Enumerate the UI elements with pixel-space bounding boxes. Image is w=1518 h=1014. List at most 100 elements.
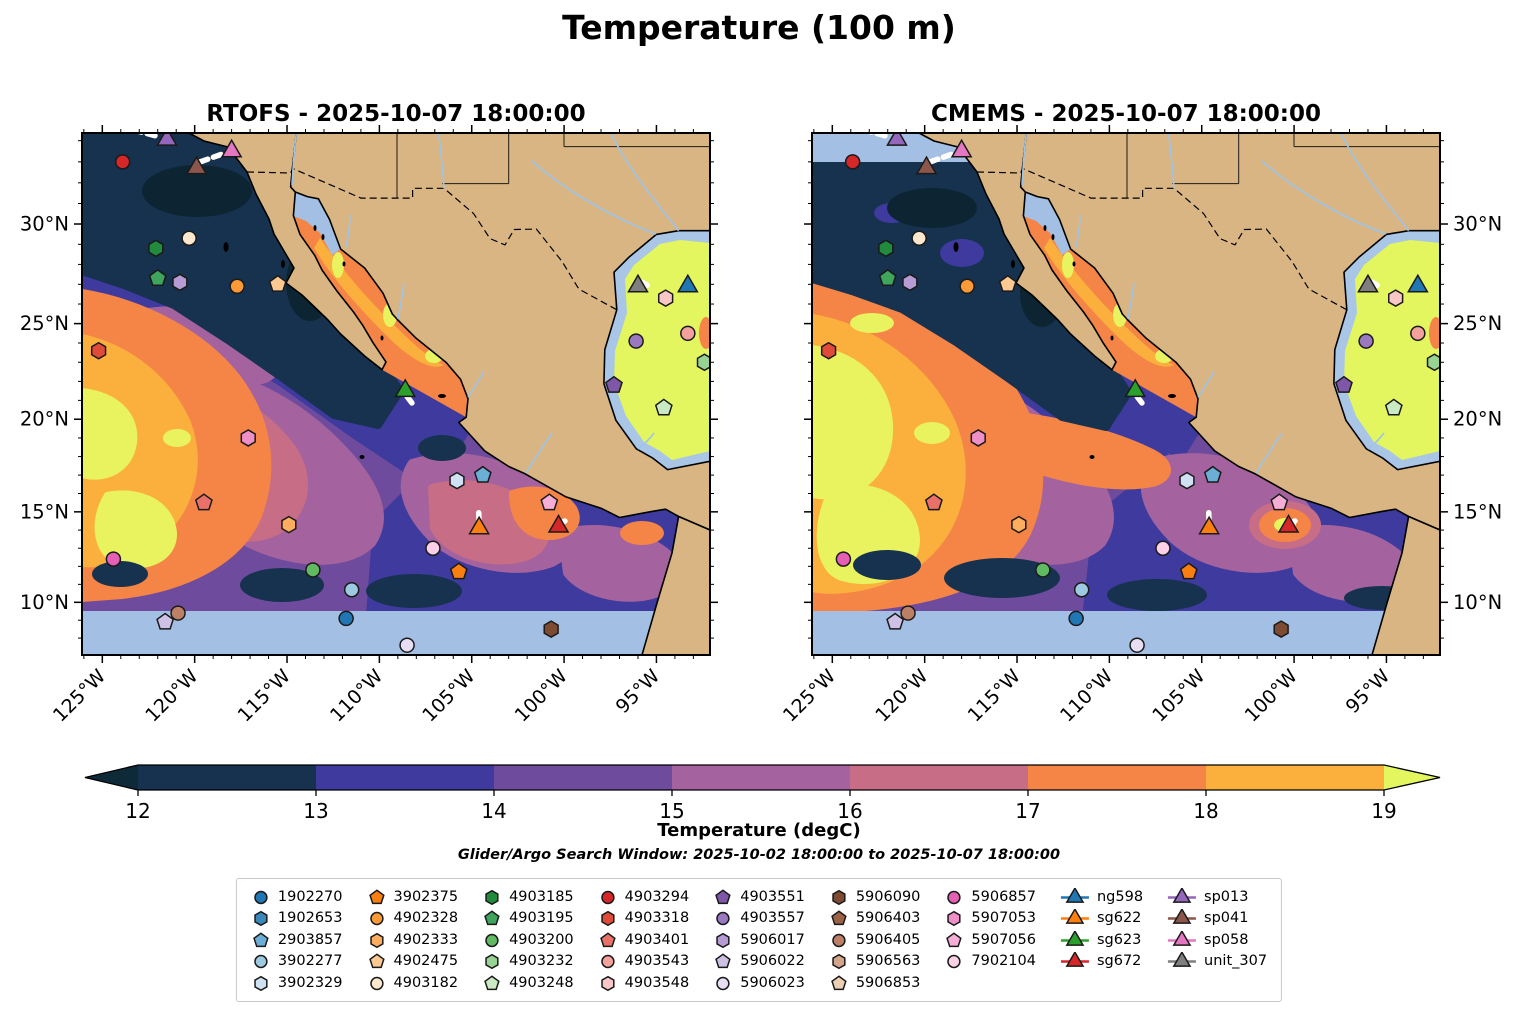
colorbar-tick-label: 18 [1193,799,1218,823]
pentagon-marker-icon [599,932,616,947]
marker-4902328 [229,278,245,295]
pentagon-marker-icon [715,889,731,904]
legend-item-4903200: 4903200 [482,929,574,951]
marker-5906090 [832,889,846,905]
legend-item-5906090: 5906090 [829,886,920,908]
marker-5906857 [105,551,122,567]
circle-marker-icon [600,890,615,904]
legend-label: sp013 [1204,888,1249,905]
glider-track [1369,279,1380,289]
legend-label: unit_307 [1204,953,1268,970]
lat-tick-label: 25°N [20,312,69,335]
marker-7902104 [947,955,962,969]
legend-column: 5906090 5906403 5906405 5906563 5906853 [829,886,921,994]
lat-tick-label: 20°N [1453,408,1502,431]
colorbar-segment [672,765,850,790]
legend-label: 5907053 [971,910,1036,927]
legend-item-5906023: 5906023 [713,972,805,994]
marker-5906023 [1129,637,1145,653]
lon-tick-label: 110°W [1056,665,1117,726]
glider-track [1134,393,1147,408]
legend-item-4903195: 4903195 [482,908,574,930]
marker-unit_307 [1172,952,1192,968]
marker-4903185 [878,239,894,258]
lon-tick-label: 100°W [1241,665,1302,726]
legend-item-unit_307: unit_307 [1167,951,1267,973]
legend-item-4903182: 4903182 [367,972,458,994]
lon-tick-label: 100°W [511,665,572,726]
marker-5906090 [1273,620,1289,639]
colorbar-tick-label: 16 [837,799,862,823]
marker-5906405 [170,605,186,621]
legend-item-5906405: 5906405 [829,929,921,951]
marker-1902270 [1068,610,1084,627]
circle-marker-icon [600,955,615,969]
pentagon-marker-icon [368,953,385,969]
marker-5906403 [831,910,847,926]
marker-4903318 [601,911,615,927]
legend-label: 5906853 [855,974,921,991]
map-frame [81,132,711,656]
marker-sp041 [1172,909,1192,925]
hexagon-marker-icon [832,889,846,905]
legend-label: 4903543 [624,953,690,970]
marker-7902104 [1155,540,1171,556]
legend-item-sp013: sp013 [1167,886,1267,908]
marker-4903200 [485,933,499,947]
legend-label: 2903857 [277,931,343,948]
lat-tick-label: 10°N [20,591,69,614]
marker-5906405 [900,605,916,621]
marker-4903232 [1426,353,1440,372]
legend-label: sp058 [1204,931,1249,948]
temperature-field-rtofs [82,133,710,655]
legend-item-sg672: sg672 [1060,951,1143,973]
legend-column: 4903185 4903195 4903200 4903232 4903248 [482,886,574,994]
lat-tick-label: 30°N [20,213,69,236]
marker-3902329 [449,471,465,490]
legend-item-sg622: sg622 [1060,908,1143,930]
marker-3902277 [254,955,268,969]
lat-tick-label: 20°N [20,408,69,431]
legend-label: sg623 [1096,931,1142,948]
marker-4902333 [1011,515,1027,534]
pentagon-marker-icon [484,975,500,990]
marker-4903543 [600,955,615,969]
marker-4902328 [369,912,384,926]
marker-3902375 [368,889,385,904]
marker-2903857 [253,932,269,947]
legend-item-5907056: 5907056 [944,929,1036,951]
marker-sg672 [547,513,570,533]
legend-item-4903232: 4903232 [482,951,574,973]
marker-4903557 [1358,333,1374,349]
legend-label: 5906022 [740,953,805,970]
legend-label: 5906023 [740,974,805,991]
panel-title-cmems: CMEMS - 2025-10-07 18:00:00 [930,101,1322,127]
colorbar-label: Temperature (degC) [657,820,861,841]
legend-item-5906853: 5906853 [829,972,921,994]
legend-label: 3902375 [393,888,459,905]
legend-label: 4902333 [393,931,459,948]
marker-sg622 [1198,515,1220,535]
map-frame [811,132,1441,656]
legend-label: 3902277 [277,953,343,970]
lon-tick-label: 110°W [326,665,387,726]
legend-column: 4903551 4903557 5906017 5906022 5906023 [713,886,805,994]
legend-label: 4903557 [740,910,805,927]
circle-marker-icon [254,955,268,969]
hexagon-marker-icon [601,975,615,991]
legend-label: 3902329 [277,974,343,991]
triangle-marker-icon [1168,909,1197,925]
marker-5906563 [832,954,846,970]
hexagon-marker-icon [947,911,962,927]
colorbar-segment [1206,765,1384,790]
triangle-marker-icon [1060,909,1089,925]
marker-ng598 [1065,887,1085,903]
circle-marker-icon [369,912,384,926]
marker-5907053 [240,429,256,447]
marker-5907056 [946,932,963,947]
legend-item-1902653: 1902653 [251,908,343,930]
legend-label: 5906405 [855,931,921,948]
marker-4902328 [959,278,975,295]
figure-title: Temperature (100 m) [562,8,956,47]
